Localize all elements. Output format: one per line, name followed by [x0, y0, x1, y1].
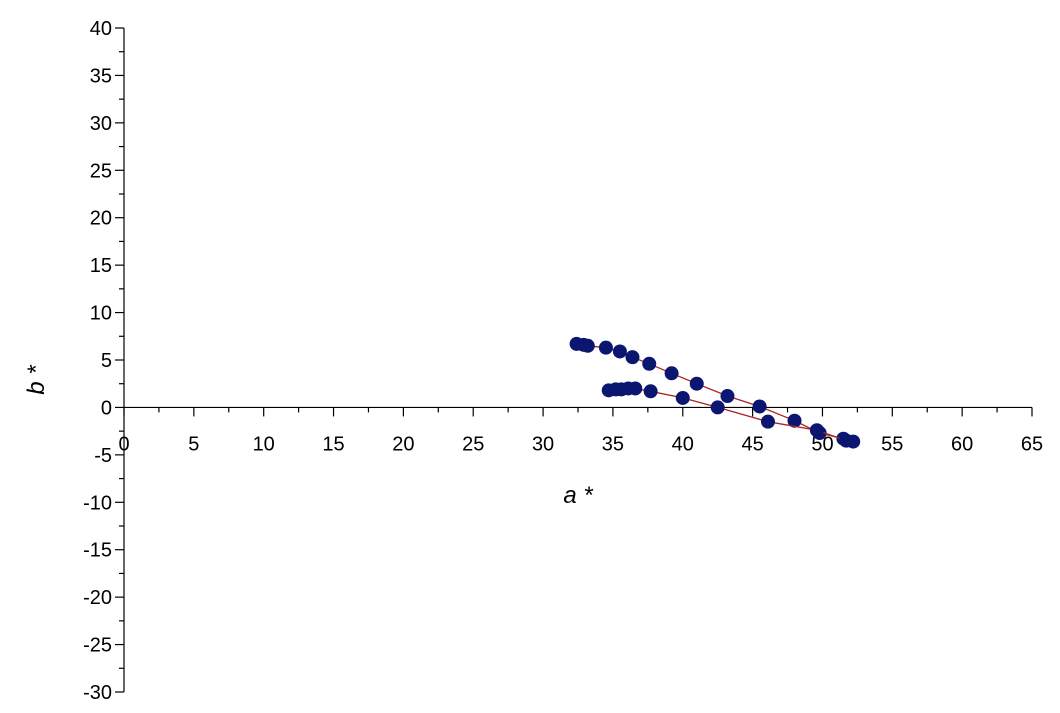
data-point [628, 381, 643, 396]
data-point [643, 384, 658, 399]
y-tick-label: -25 [83, 635, 112, 657]
y-tick-label: 30 [90, 113, 112, 135]
y-tick-label: 0 [101, 397, 112, 419]
y-tick-label: 15 [90, 255, 112, 277]
y-tick-label: 25 [90, 160, 112, 182]
data-point [675, 390, 690, 405]
data-point [689, 376, 704, 391]
data-series [569, 336, 861, 449]
data-point [809, 423, 824, 438]
x-tick-label: 30 [532, 433, 554, 455]
data-point [787, 413, 802, 428]
data-point [598, 340, 613, 355]
y-tick-label: -20 [83, 587, 112, 609]
y-axis-title: b * [23, 365, 50, 395]
y-tick-label: -5 [94, 445, 112, 467]
data-point [760, 414, 775, 429]
y-tick-label: 40 [90, 18, 112, 40]
x-tick-label: 40 [672, 433, 694, 455]
x-tick-label: 25 [462, 433, 484, 455]
x-axis-title: a * [563, 482, 593, 509]
axes: -30 -25 -20 -15 -10 -5 0 5 10 15 20 25 30 35 40 0 5 10 15 2… [83, 18, 1043, 704]
y-tick-label: -15 [83, 540, 112, 562]
data-point [839, 433, 854, 448]
data-point [580, 338, 595, 353]
data-point [752, 399, 767, 414]
x-tick-label: 60 [951, 433, 973, 455]
x-tick-label: 0 [118, 433, 129, 455]
y-tick-label: 10 [90, 303, 112, 325]
x-tick-label: 45 [741, 433, 763, 455]
data-point [642, 356, 657, 371]
y-tick-label: -10 [83, 492, 112, 514]
x-tick-label: 15 [322, 433, 344, 455]
y-tick-label: 5 [101, 350, 112, 372]
data-point [710, 400, 725, 415]
x-tick-label: 5 [188, 433, 199, 455]
data-point [625, 350, 640, 365]
x-tick-label: 65 [1021, 433, 1043, 455]
data-point [664, 366, 679, 381]
x-tick-label: 35 [602, 433, 624, 455]
x-tick-label: 20 [392, 433, 414, 455]
data-point [720, 389, 735, 404]
y-tick-label: -30 [83, 682, 112, 704]
y-tick-label: 35 [90, 65, 112, 87]
y-tick-label: 20 [90, 208, 112, 230]
data-point [612, 344, 627, 359]
x-tick-label: 10 [253, 433, 275, 455]
x-tick-label: 55 [881, 433, 903, 455]
